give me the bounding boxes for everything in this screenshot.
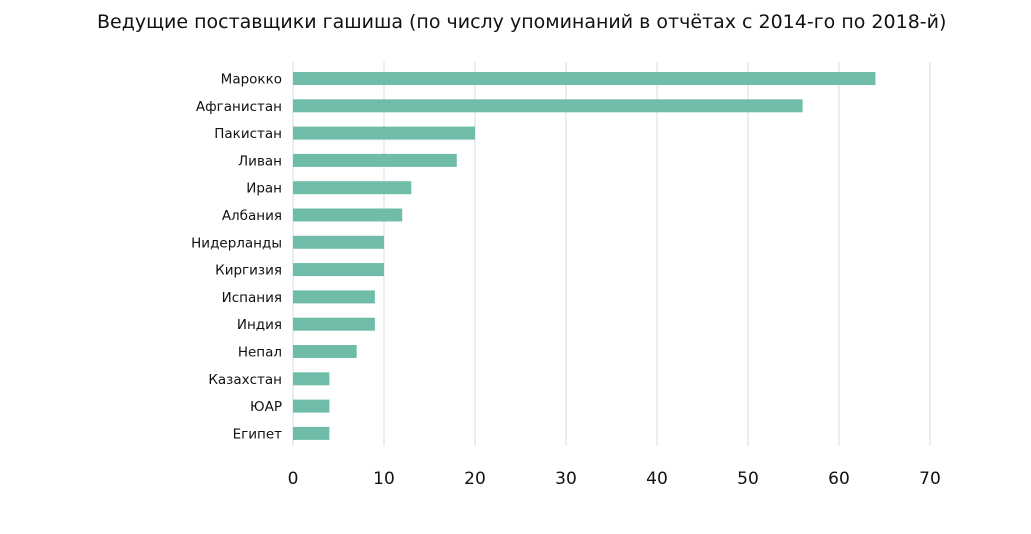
category-label: Непал — [238, 345, 282, 361]
x-axis-tick-labels: 0 10 20 30 40 50 60 70 — [288, 469, 941, 489]
x-tick-label: 30 — [555, 469, 577, 489]
bars — [293, 72, 876, 440]
category-label: Казахстан — [208, 372, 282, 388]
category-label: Албания — [222, 208, 282, 224]
bar — [293, 263, 384, 277]
category-label: Испания — [222, 290, 282, 306]
grid-lines — [292, 62, 931, 446]
bar — [293, 426, 330, 440]
category-label: Индия — [237, 317, 282, 333]
x-tick-label: 50 — [737, 469, 759, 489]
category-label: Киргизия — [215, 263, 282, 279]
chart-title: Ведущие поставщики гашиша (по числу упом… — [97, 11, 947, 33]
x-tick-label: 0 — [288, 469, 299, 489]
x-tick-label: 20 — [464, 469, 486, 489]
category-label: Иран — [246, 181, 282, 197]
bar — [293, 317, 375, 331]
x-tick-label: 70 — [919, 469, 941, 489]
bar — [293, 345, 357, 358]
bar — [293, 181, 412, 195]
bar — [293, 72, 876, 85]
bar — [293, 153, 457, 167]
category-label: Марокко — [221, 72, 282, 88]
category-labels: Марокко Афганистан Пакистан Ливан Иран Албани… — [191, 72, 282, 443]
category-label: Нидерланды — [191, 235, 282, 251]
category-label: Египет — [233, 426, 283, 442]
category-label: Пакистан — [214, 126, 282, 142]
bar — [293, 372, 330, 386]
x-tick-label: 40 — [646, 469, 668, 489]
category-label: Ливан — [238, 153, 282, 169]
bar — [293, 208, 403, 222]
bar — [293, 99, 803, 113]
category-label: Афганистан — [196, 99, 282, 115]
bar — [293, 290, 375, 304]
x-tick-label: 60 — [828, 469, 850, 489]
bar — [293, 399, 330, 413]
category-label: ЮАР — [250, 399, 282, 415]
x-tick-label: 10 — [373, 469, 395, 489]
bar — [293, 235, 384, 249]
bar — [293, 126, 475, 140]
